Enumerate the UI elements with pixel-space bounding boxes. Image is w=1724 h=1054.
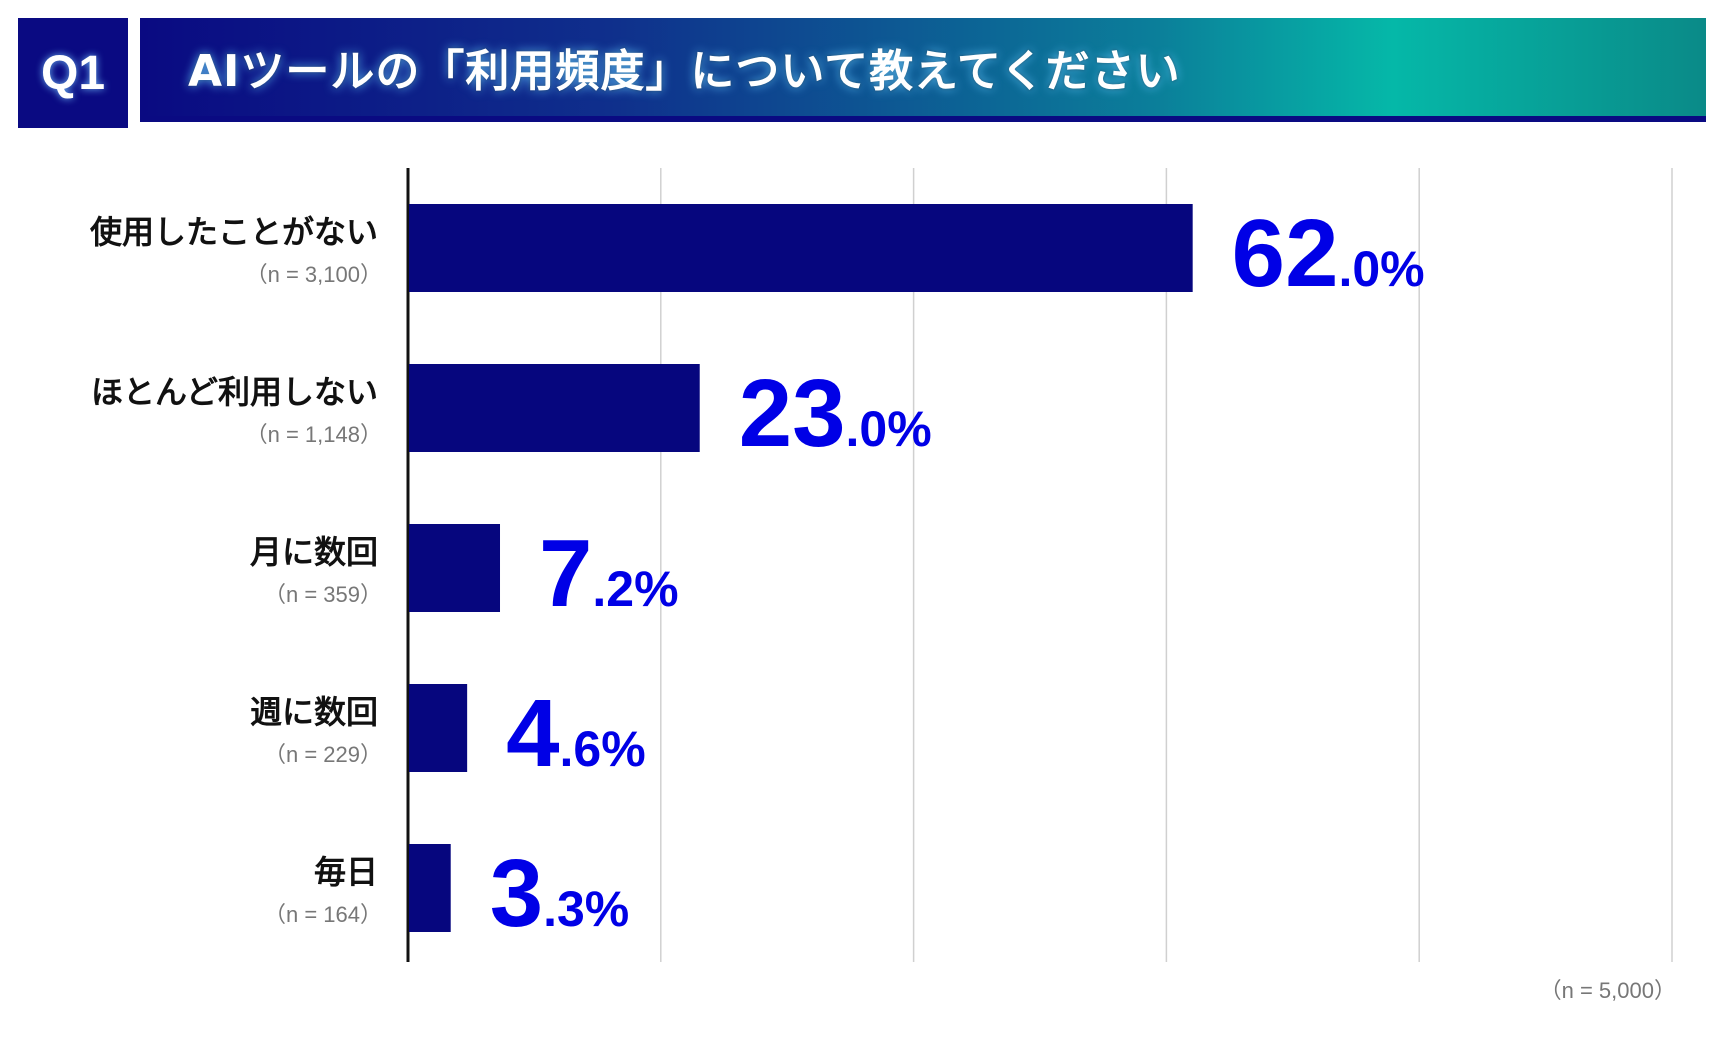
- value-labels: 62.0% 23.0% 7.2% 4.6% 3.3%: [490, 200, 1425, 947]
- gridlines: [660, 168, 1673, 962]
- category-label: 月に数回: [250, 533, 378, 571]
- category-label: ほとんど利用しない: [91, 373, 378, 411]
- category-label: 毎日: [314, 853, 378, 891]
- category-labels: 使用したことがない （n = 3,100） ほとんど利用しない （n = 1,148）…: [89, 213, 382, 927]
- data-label: 7.2%: [539, 520, 679, 627]
- title-bar: AIツールの「利用頻度」について教えてください: [140, 18, 1706, 122]
- category-n-label: （n = 164）: [264, 902, 382, 927]
- data-label: 62.0%: [1232, 200, 1425, 307]
- bar: [409, 524, 501, 612]
- bar: [409, 364, 700, 452]
- category-label: 週に数回: [250, 693, 378, 731]
- bars: [409, 204, 1193, 932]
- header: Q1 AIツールの「利用頻度」について教えてください: [18, 18, 1706, 128]
- category-n-label: （n = 359）: [264, 582, 382, 607]
- category-n-label: （n = 1,148）: [246, 422, 382, 447]
- question-number: Q1: [18, 18, 128, 128]
- bar: [409, 844, 451, 932]
- category-n-label: （n = 229）: [264, 742, 382, 767]
- bar: [409, 204, 1193, 292]
- category-n-label: （n = 3,100）: [246, 262, 382, 287]
- data-label: 23.0%: [739, 360, 932, 467]
- category-label: 使用したことがない: [89, 213, 378, 251]
- data-label: 3.3%: [490, 840, 630, 947]
- total-n-label: （n = 5,000）: [1540, 978, 1676, 1003]
- page-title: AIツールの「利用頻度」について教えてください: [188, 46, 1181, 97]
- bar: [409, 684, 468, 772]
- data-label: 4.6%: [506, 680, 646, 787]
